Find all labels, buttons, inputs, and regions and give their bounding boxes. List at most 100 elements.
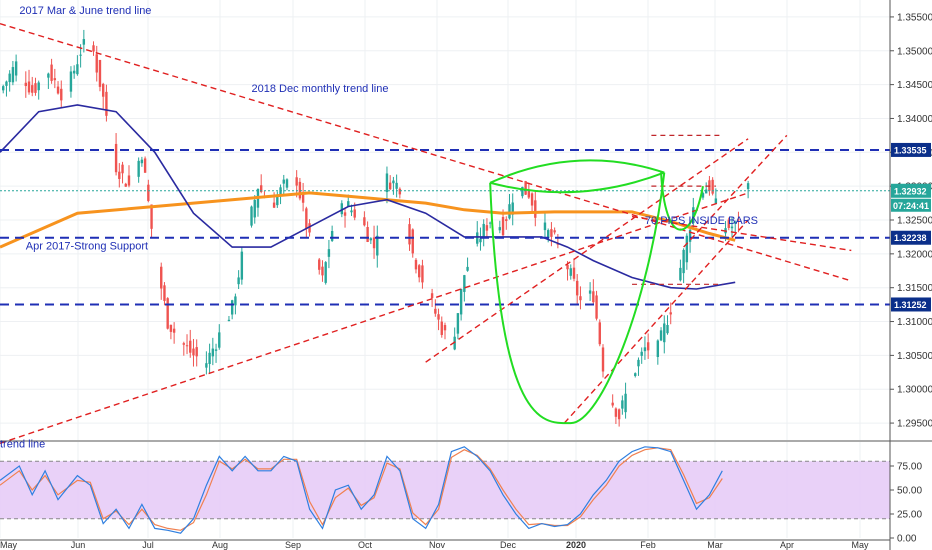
chart-annotation: 2017 Mar & June trend line [19,5,151,17]
trend-line [631,215,852,252]
candle-body [734,221,737,224]
time-tick-label: Jul [142,540,154,550]
candle-body [546,230,550,239]
candle-body [218,332,221,348]
price-tick-label: 1.30500 [897,351,932,362]
price-tick-label: 1.34000 [897,114,932,125]
candle-body [259,185,263,192]
price-tick-label: 1.35500 [897,12,932,23]
candle-body [737,219,740,221]
chart-annotation: 2018 Dec monthly trend line [252,83,389,95]
candle-body [663,323,666,343]
time-tick-label: Dec [500,540,517,550]
candle-body [95,54,98,73]
candle-body [369,238,373,241]
candle-body [160,266,163,289]
candle-body [60,88,63,101]
slow-moving-average [0,191,736,249]
candle-body [643,347,647,352]
candle-body [430,293,434,299]
level-price-label: 1.32238 [894,233,927,243]
candle-body [408,224,411,245]
candle-body [205,363,208,368]
trend-line [683,134,788,248]
time-tick-label: May [851,540,869,550]
candle-body [140,159,144,164]
time-tick-label: Feb [640,540,656,550]
oscillator-tick-label: 75.00 [897,462,922,473]
candle-body [321,266,324,276]
time-tick-label: 2020 [566,540,586,550]
price-tick-label: 1.31000 [897,317,932,328]
candle-body [172,328,176,333]
time-tick-label: Mar [707,540,723,550]
candle-body [272,202,276,208]
candle-body [34,83,37,93]
candle-body [76,64,79,75]
candle-body [621,400,624,409]
candle-body [279,187,282,197]
candle-body [318,259,321,270]
candle-body [276,195,279,206]
candle-body [463,275,466,292]
candle-body [395,182,398,189]
stochastic-band-fill [0,461,890,519]
price-candles [2,29,750,427]
horizontal-levels [0,148,890,306]
candle-body [595,295,598,319]
candle-body [476,232,479,244]
time-tick-label: Sep [285,540,301,550]
oscillator-tick-label: 50.00 [897,486,922,497]
candle-body [301,192,305,203]
candle-body [47,73,50,78]
candle-body [92,45,95,52]
candle-body [330,231,334,241]
candle-body [511,202,514,215]
cup-and-handle-pattern [489,159,704,425]
candle-body [566,264,569,270]
candle-body [385,173,389,193]
candle-body [214,349,218,351]
candle-body [556,243,560,245]
candle-body [498,227,502,231]
trend-lines [0,23,852,445]
candle-body [327,249,331,257]
candle-body [730,226,734,229]
candle-body [11,67,15,83]
stochastic-k-line [0,446,723,534]
level-price-badge [891,297,931,312]
candle-body [624,393,627,413]
candle-body [185,345,189,347]
candle-body [31,85,34,93]
candle-body [388,182,392,190]
candle-body [324,262,327,283]
candle-body [411,229,414,254]
candle-body [508,204,511,219]
candle-body [69,71,73,92]
candle-body [679,267,682,281]
candle-body [534,200,537,218]
candle-body [666,324,669,334]
candle-body [746,183,750,190]
trend-line [0,23,852,282]
candle-body [37,82,40,91]
candle-body [137,160,140,177]
candle-body [82,39,86,45]
candle-body [98,59,102,87]
candle-body [166,298,169,329]
candle-body [553,230,556,233]
candle-body [195,347,198,357]
candle-body [550,229,553,237]
candle-body [708,180,711,191]
time-tick-label: May [0,540,18,550]
price-tick-label: 1.30000 [897,385,932,396]
candle-body [530,193,534,206]
chart-annotation: trend line [0,438,45,450]
candle-body [414,259,418,270]
candle-body [340,203,344,215]
candle-body [114,143,118,173]
stochastic-oscillator [0,446,723,534]
candle-body [189,340,192,353]
